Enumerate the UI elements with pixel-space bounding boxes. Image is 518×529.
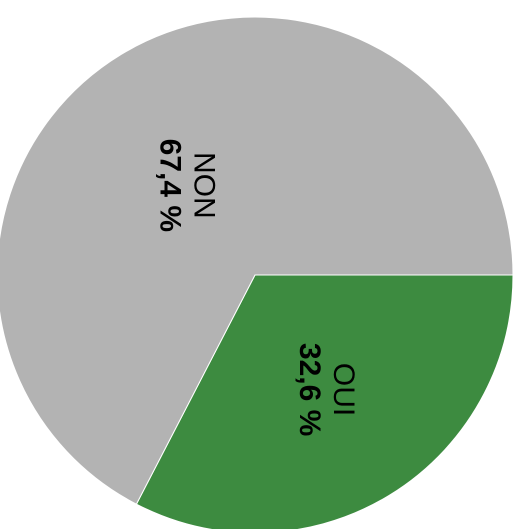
pie-slice [0,16,514,505]
slice-value-label: 32,6 % [293,343,326,436]
slice-label: OUI [327,363,360,416]
slice-value-label: 67,4 % [153,139,186,232]
pie-slice [135,274,514,529]
slice-label: NON [187,152,220,219]
